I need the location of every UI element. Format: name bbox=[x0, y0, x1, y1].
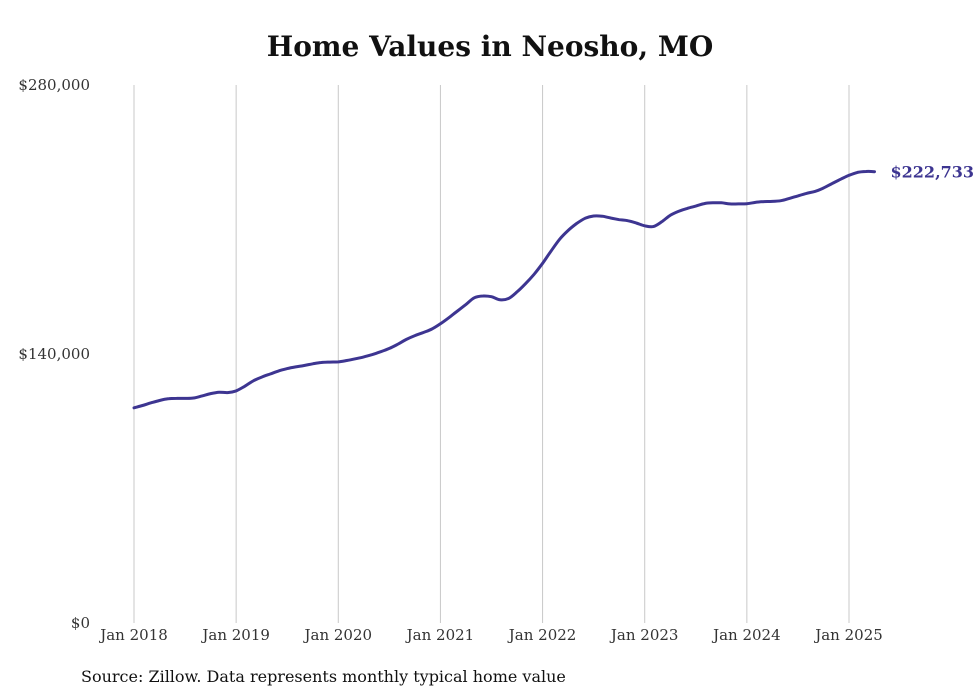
series-layer: $222,733 bbox=[132, 163, 975, 410]
x-tick-label: Jan 2024 bbox=[711, 626, 781, 644]
x-tick-label: Jan 2020 bbox=[303, 626, 373, 644]
chart-title: Home Values in Neosho, MO bbox=[266, 30, 714, 63]
end-value-label: $222,733 bbox=[891, 163, 975, 182]
x-tick-label: Jan 2021 bbox=[405, 626, 475, 644]
y-tick-label: $0 bbox=[71, 614, 90, 632]
x-tick-label: Jan 2023 bbox=[609, 626, 679, 644]
y-tick-label: $280,000 bbox=[18, 76, 90, 94]
series-line bbox=[132, 169, 876, 410]
x-tick-label: Jan 2019 bbox=[200, 626, 270, 644]
gridlines bbox=[133, 85, 850, 623]
y-tick-label: $140,000 bbox=[18, 345, 90, 363]
x-tick-label: Jan 2025 bbox=[813, 626, 883, 644]
x-tick-label: Jan 2018 bbox=[98, 626, 168, 644]
axis-labels: Jan 2018 Jan 2019 Jan 2020 Jan 2021 Jan 2022… bbox=[18, 76, 882, 644]
x-tick-label: Jan 2022 bbox=[507, 626, 577, 644]
source-note: Source: Zillow. Data represents monthly … bbox=[81, 667, 566, 686]
